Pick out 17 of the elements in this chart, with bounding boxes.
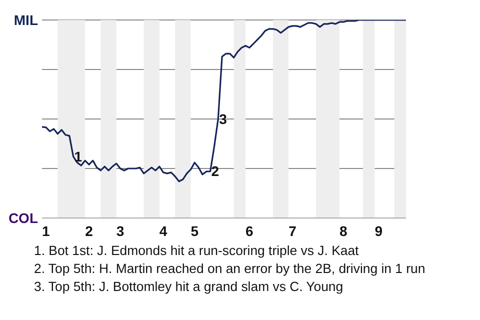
annotation: 2 bbox=[211, 163, 220, 180]
annotation: 3 bbox=[219, 110, 228, 127]
x-tick-label: 8 bbox=[339, 222, 348, 239]
x-tick-label: 3 bbox=[116, 222, 124, 239]
x-tick-label: 7 bbox=[288, 222, 297, 239]
text: COL bbox=[8, 210, 38, 226]
x-tick-label: 6 bbox=[246, 222, 254, 239]
text: MIL bbox=[14, 12, 38, 28]
x-tick-label: 2 bbox=[85, 222, 94, 239]
x-tick-label: 4 bbox=[159, 222, 168, 239]
text: 1. Bot 1st: J. Edmonds hit a run-scoring triple vs J. Kaat bbox=[34, 242, 360, 260]
x-tick-label: 9 bbox=[374, 222, 383, 239]
x-tick-label: 1 bbox=[42, 222, 50, 239]
text: 2. Top 5th: H. Martin reached on an error by the 2B, driving in 1 run bbox=[34, 260, 426, 278]
x-tick-label: 5 bbox=[190, 222, 199, 239]
annotation: 1 bbox=[74, 148, 82, 165]
text: 3. Top 5th: J. Bottomley hit a grand slam vs C. Young bbox=[34, 278, 344, 296]
